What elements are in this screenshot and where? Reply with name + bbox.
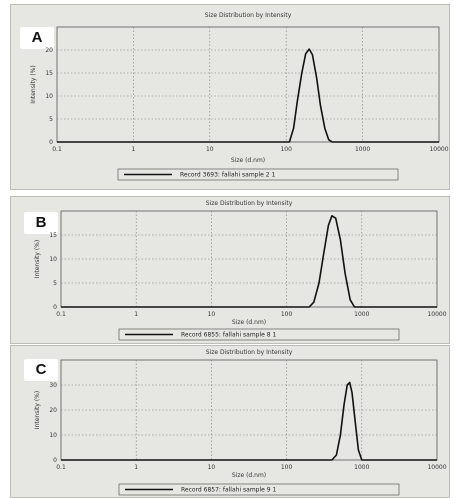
y-axis-label: Intensity (%) [34,240,41,278]
x-tick-label: 10 [208,311,216,318]
legend-box [118,328,400,341]
legend-label: Record 6855: fallahi sample 8 1 [181,332,276,339]
chart-c-svg: 0.1 1 10 100 1000 10000 0 10 20 30 Size Distributi… [34,349,447,496]
series-line [61,381,437,461]
legend-box [118,483,400,496]
y-tick-label: 5 [53,280,57,287]
x-tick-label: 10000 [427,464,446,471]
y-tick-label: 10 [49,432,57,439]
chart-title: Size Distribution by Intensity [206,349,293,356]
y-tick-label: 30 [49,382,57,389]
y-tick-label: 0 [53,304,57,311]
x-tick-label: 100 [280,146,292,153]
legend-box [117,168,399,181]
chart-panel-a: A 0.1 1 10 100 1000 10000 0 5 10 15 20 Size Distrib… [10,4,450,190]
y-tick-label: 5 [49,116,53,123]
y-tick-label: 10 [49,256,57,263]
panel-label: A [20,27,54,49]
x-axis-label: Size (d.nm) [231,157,265,164]
series-line [61,214,437,308]
x-tick-label: 10000 [427,311,446,318]
chart-title: Size Distribution by Intensity [205,12,292,19]
x-tick-label: 0.1 [56,464,66,471]
chart-panel-b: B 0.1 1 10 100 1000 10000 0 5 10 15 Size Distribut… [10,196,450,344]
x-tick-label: 1 [134,311,138,318]
x-tick-label: 1000 [354,311,369,318]
x-tick-label: 10 [208,464,216,471]
x-tick-label: 1000 [354,464,369,471]
x-tick-label: 100 [281,311,293,318]
y-tick-label: 10 [45,93,53,100]
series-line [57,48,439,143]
x-axis-label: Size (d.nm) [232,472,266,479]
x-axis-label: Size (d.nm) [232,319,266,326]
chart-panel-c: C 0.1 1 10 100 1000 10000 0 10 20 30 Size Distribu… [10,345,450,498]
chart-a-svg: 0.1 1 10 100 1000 10000 0 5 10 15 20 Size Distribut… [30,12,449,181]
chart-title: Size Distribution by Intensity [206,200,293,207]
y-tick-label: 0 [53,457,57,464]
legend-label: Record 3693: fallahi sample 2 1 [180,172,275,179]
x-tick-label: 100 [281,464,293,471]
x-tick-label: 1000 [355,146,370,153]
plot-frame [56,26,440,143]
x-tick-label: 0.1 [52,146,62,153]
y-tick-label: 15 [49,232,57,239]
y-tick-label: 0 [49,139,53,146]
x-tick-label: 10 [206,146,214,153]
x-tick-label: 1 [131,146,135,153]
y-tick-label: 20 [45,47,53,54]
panel-label: C [24,359,58,381]
legend-label: Record 6857: fallahi sample 9 1 [181,487,276,494]
x-tick-label: 1 [134,464,138,471]
x-tick-label: 0.1 [56,311,66,318]
y-axis-label: Intensity (%) [34,391,41,429]
y-axis-label: Intensity (%) [30,65,37,103]
y-tick-label: 20 [49,407,57,414]
chart-b-svg: 0.1 1 10 100 1000 10000 0 5 10 15 Size Distributio… [34,200,447,341]
y-tick-label: 15 [45,70,53,77]
x-tick-label: 10000 [429,146,448,153]
panel-label: B [24,212,58,234]
